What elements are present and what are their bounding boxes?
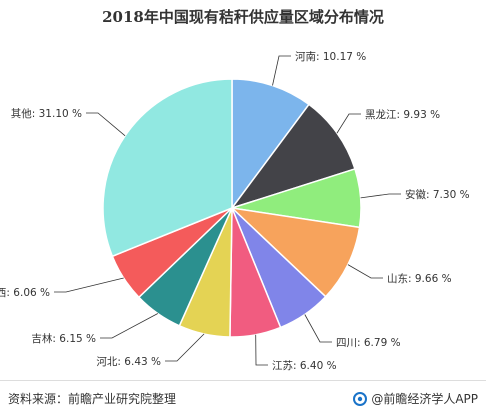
slice-connector xyxy=(100,313,158,339)
slice-connector xyxy=(272,55,291,86)
source-note: 资料来源：前瞻产业研究院整理 xyxy=(8,392,177,406)
pie-slice xyxy=(229,206,361,298)
pie-slice xyxy=(230,103,356,210)
slice-connector xyxy=(54,277,124,293)
slice-connector xyxy=(255,334,268,366)
pie-slice xyxy=(231,78,310,211)
slice-connector xyxy=(165,333,205,362)
slice-connector xyxy=(304,314,332,343)
slice-label: 江苏: 6.40 % xyxy=(272,359,337,372)
slice-label: 广西: 6.06 % xyxy=(0,287,50,299)
slice-connector xyxy=(347,264,383,279)
pie-slice xyxy=(102,78,233,258)
brand-label: @前瞻经济学人APP xyxy=(371,392,478,406)
slice-label: 安徽: 7.30 % xyxy=(405,188,470,201)
brand-logo-icon xyxy=(353,391,368,406)
slice-connector xyxy=(336,113,361,134)
footer: 资料来源：前瞻产业研究院整理 @前瞻经济学人APP xyxy=(0,380,486,419)
brand-credit: @前瞻经济学人APP xyxy=(353,390,478,407)
pie-chart: 河南: 10.17 % 黑龙江: 9.93 % 安徽: 7.30 % 山东: 9.66… xyxy=(0,50,470,372)
slice-connector xyxy=(360,193,401,199)
slice-label: 河北: 6.43 % xyxy=(96,356,161,368)
slice-label: 黑龙江: 9.93 % xyxy=(365,108,440,121)
slice-connector xyxy=(86,112,126,137)
slice-label: 山东: 9.66 % xyxy=(387,272,452,285)
slice-label: 吉林: 6.15 % xyxy=(31,332,96,345)
slice-label: 其他: 31.10 % xyxy=(11,107,82,120)
slice-label: 河南: 10.17 % xyxy=(295,50,366,63)
slice-label: 四川: 6.79 % xyxy=(336,337,401,349)
chart-title: 2018年中国现有秸秆供应量区域分布情况 xyxy=(102,8,384,26)
